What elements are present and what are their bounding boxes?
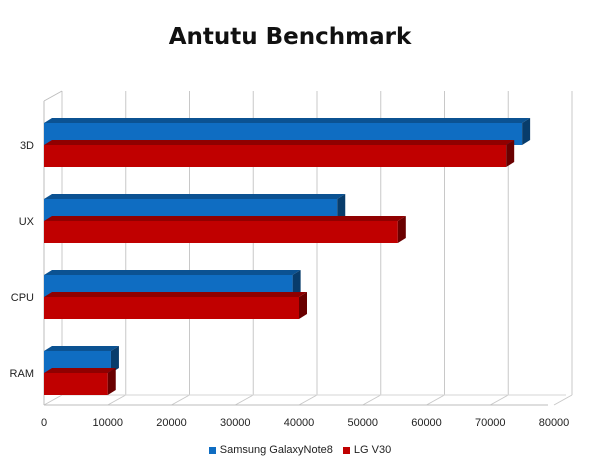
- bar: [44, 373, 108, 395]
- bar: [44, 297, 299, 319]
- legend-item-series-1: LG V30: [342, 444, 392, 456]
- legend-swatch: [208, 446, 216, 454]
- y-tick-label: 3D: [20, 140, 34, 152]
- x-tick-label: 60000: [411, 417, 442, 429]
- bar-end-face: [337, 194, 346, 221]
- floor-gridline: [43, 394, 63, 406]
- bar-top-face: [44, 270, 301, 275]
- bar-top-face: [44, 346, 119, 351]
- floor-gridline: [235, 394, 254, 406]
- y-tick-label: CPU: [11, 292, 34, 304]
- legend-swatch: [342, 446, 350, 454]
- y-tick-label: RAM: [10, 368, 34, 380]
- floor-gridline: [426, 394, 445, 406]
- floor-gridline: [171, 394, 190, 406]
- x-tick-label: 50000: [347, 417, 378, 429]
- bar-top-face: [44, 118, 531, 123]
- bar-top-face: [44, 368, 116, 373]
- legend: Samsung GalaxyNote8 LG V30: [0, 444, 600, 456]
- x-tick-label: 80000: [539, 417, 570, 429]
- wall-edge: [43, 90, 63, 102]
- y-tick-label: UX: [19, 216, 35, 228]
- bar: [44, 275, 293, 297]
- bar-end-face: [397, 216, 406, 243]
- bar-top-face: [44, 292, 307, 297]
- x-tick-label: 30000: [220, 417, 251, 429]
- floor-gridline: [553, 394, 573, 406]
- bar: [44, 351, 111, 373]
- bar: [44, 199, 338, 221]
- bar-top-face: [44, 194, 346, 199]
- bar-end-face: [299, 292, 307, 319]
- legend-item-series-0: Samsung GalaxyNote8: [208, 444, 333, 456]
- bar-end-face: [110, 346, 119, 373]
- bar: [44, 221, 398, 243]
- bar-end-face: [107, 368, 116, 395]
- x-tick-label: 10000: [92, 417, 123, 429]
- floor-gridline: [107, 394, 126, 406]
- chart-title: Antutu Benchmark: [168, 24, 412, 50]
- bar-top-face: [44, 140, 515, 145]
- legend-label: Samsung GalaxyNote8: [219, 444, 333, 456]
- legend-label: LG V30: [353, 444, 392, 456]
- x-tick-label: 0: [41, 417, 47, 429]
- bar-end-face: [506, 140, 515, 167]
- bar: [44, 145, 507, 167]
- floor-gridline: [362, 394, 381, 406]
- x-tick-label: 20000: [156, 417, 187, 429]
- x-tick-label: 40000: [284, 417, 315, 429]
- bar-end-face: [522, 118, 531, 145]
- bar-top-face: [44, 216, 406, 221]
- x-tick-label: 70000: [475, 417, 506, 429]
- bar: [44, 123, 523, 145]
- floor-gridline: [490, 394, 509, 406]
- bar-end-face: [292, 270, 301, 297]
- floor-gridline: [298, 394, 318, 406]
